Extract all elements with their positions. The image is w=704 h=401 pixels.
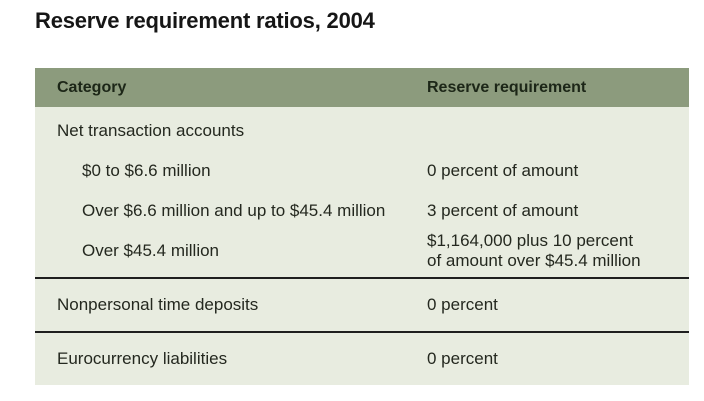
table-body: Net transaction accounts $0 to $6.6 milli… xyxy=(35,107,689,385)
table-section-net-transaction-accounts: Net transaction accounts $0 to $6.6 milli… xyxy=(35,107,689,277)
requirement-cell: 3 percent of amount xyxy=(427,200,579,220)
section-divider xyxy=(35,277,689,280)
column-header-category: Category xyxy=(57,78,127,96)
table-row: Net transaction accounts xyxy=(35,111,689,151)
category-cell: Over $45.4 million xyxy=(82,241,220,261)
requirement-cell: 0 percent xyxy=(427,295,498,315)
table-row: Over $6.6 million and up to $45.4 millio… xyxy=(35,191,689,231)
table-section-nonpersonal-time-deposits: Nonpersonal time deposits 0 percent xyxy=(35,279,689,331)
requirement-cell: $1,164,000 plus 10 percent of amount ove… xyxy=(427,231,641,271)
table-row: Eurocurrency liabilities 0 percent xyxy=(35,333,689,385)
requirement-cell: 0 percent of amount xyxy=(427,160,579,180)
table-section-eurocurrency-liabilities: Eurocurrency liabilities 0 percent xyxy=(35,333,689,385)
table-row: Nonpersonal time deposits 0 percent xyxy=(35,279,689,331)
category-cell: Nonpersonal time deposits xyxy=(57,295,259,315)
table-row: Over $45.4 million $1,164,000 plus 10 per… xyxy=(35,231,689,271)
table-row: $0 to $6.6 million 0 percent of amount xyxy=(35,151,689,191)
category-cell: Net transaction accounts xyxy=(57,121,245,140)
page-title: Reserve requirement ratios, 2004 xyxy=(35,8,375,33)
category-cell: Over $6.6 million and up to $45.4 millio… xyxy=(82,201,386,220)
reserve-requirements-table: Category Reserve requirement Net transac… xyxy=(35,68,689,386)
category-cell: $0 to $6.6 million xyxy=(82,161,211,180)
table-header-row: Category Reserve requirement xyxy=(35,68,689,107)
section-divider xyxy=(35,331,689,334)
category-cell: Eurocurrency liabilities xyxy=(57,349,228,369)
column-header-reserve-requirement: Reserve requirement xyxy=(427,78,587,96)
requirement-cell: 0 percent xyxy=(427,349,498,369)
